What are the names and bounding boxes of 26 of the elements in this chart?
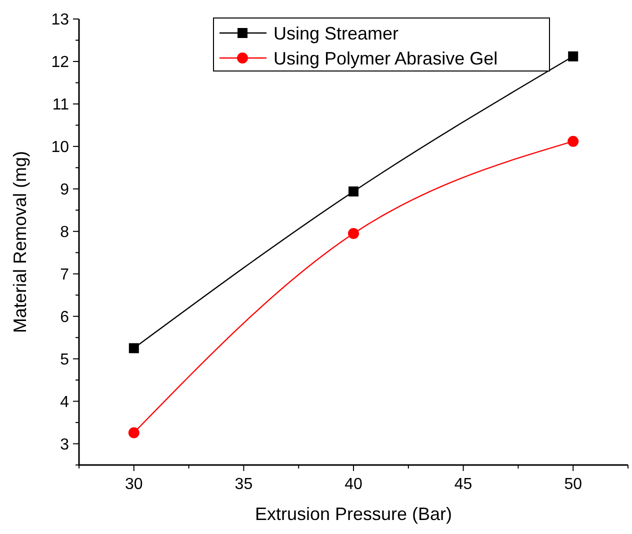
point: [128, 343, 139, 354]
x-tick-label: 35: [234, 476, 253, 493]
y-tick-label: 5: [60, 351, 70, 368]
x-tick-label: 30: [125, 476, 143, 493]
y-tick-label: 8: [60, 224, 70, 241]
y-tick-label: 4: [60, 394, 70, 411]
y-tick-label: 13: [51, 12, 70, 29]
point: [348, 186, 358, 196]
y-tick-label: 12: [51, 54, 70, 72]
point: [348, 228, 359, 240]
y-tick-label: 6: [60, 308, 70, 326]
x-axis-title: Extrusion Pressure (Bar): [254, 504, 452, 524]
y-tick-label: 11: [52, 96, 70, 114]
x-tick-label: 50: [564, 476, 582, 493]
y-tick-label: 7: [60, 266, 70, 284]
y-tick-label: 9: [60, 182, 70, 199]
point: [568, 51, 578, 62]
y-axis-title: Material Removal (mg): [10, 150, 30, 334]
y-tick-label: 3: [60, 436, 70, 454]
legend-label: Using Polymer Abrasive Gel: [274, 48, 498, 68]
x-tick-label: 45: [454, 476, 472, 493]
point: [568, 136, 579, 147]
x-tick-label: 40: [344, 476, 362, 493]
y-tick-label: 10: [51, 139, 70, 156]
point: [128, 427, 140, 438]
legend-label: Using Streamer: [274, 23, 399, 44]
